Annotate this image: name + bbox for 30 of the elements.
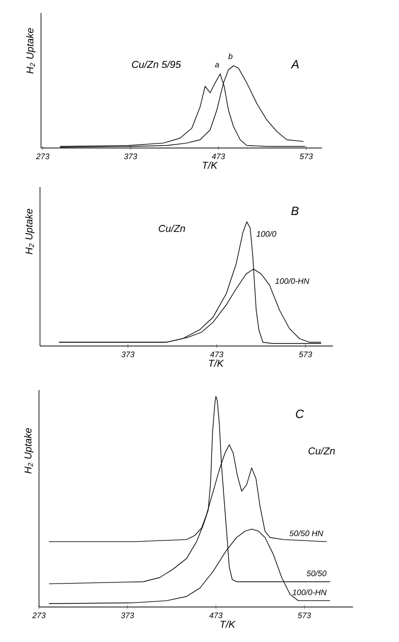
chart-title: A [290,60,299,68]
series-label: 50/50 [306,570,326,576]
x-tick-label: 573 [300,154,313,160]
text: C [296,410,304,418]
series-label: 100/0-HN [292,589,327,596]
series-label: 100/0-HN [275,278,310,284]
annotation: Cu/Zn [308,447,335,454]
y-axis-title: H$_{2}$ Uptake [25,208,34,254]
x-tick-label: 573 [298,352,312,358]
x-tick-label: 273 [36,154,50,160]
annotation: Cu/Zn 5/95 [132,60,181,68]
x-tick-label: 473 [209,612,222,618]
series-label: a [215,63,220,68]
series-label: 100/0 [256,230,276,237]
chart-title: B [291,206,298,215]
series-label: b [228,53,232,60]
x-tick-label: 273 [32,612,46,618]
x-tick-label: 373 [121,352,134,358]
x-axis-title: T/K [220,620,236,628]
x-axis-title: T/K [208,360,224,367]
x-tick-label: 373 [120,612,134,618]
x-tick-label: 373 [124,154,138,160]
x-tick-label: 473 [210,352,224,358]
x-axis-title: T/K [202,162,218,169]
y-axis-title: H$_{2}$ Uptake [26,28,36,74]
series-label: 50/50 HN [290,530,324,536]
y-axis-title: H$_{2}$ Uptake [24,428,34,474]
x-tick-label: 573 [298,612,311,618]
x-tick-label: 473 [212,154,225,160]
annotation: Cu/Zn [158,224,186,232]
